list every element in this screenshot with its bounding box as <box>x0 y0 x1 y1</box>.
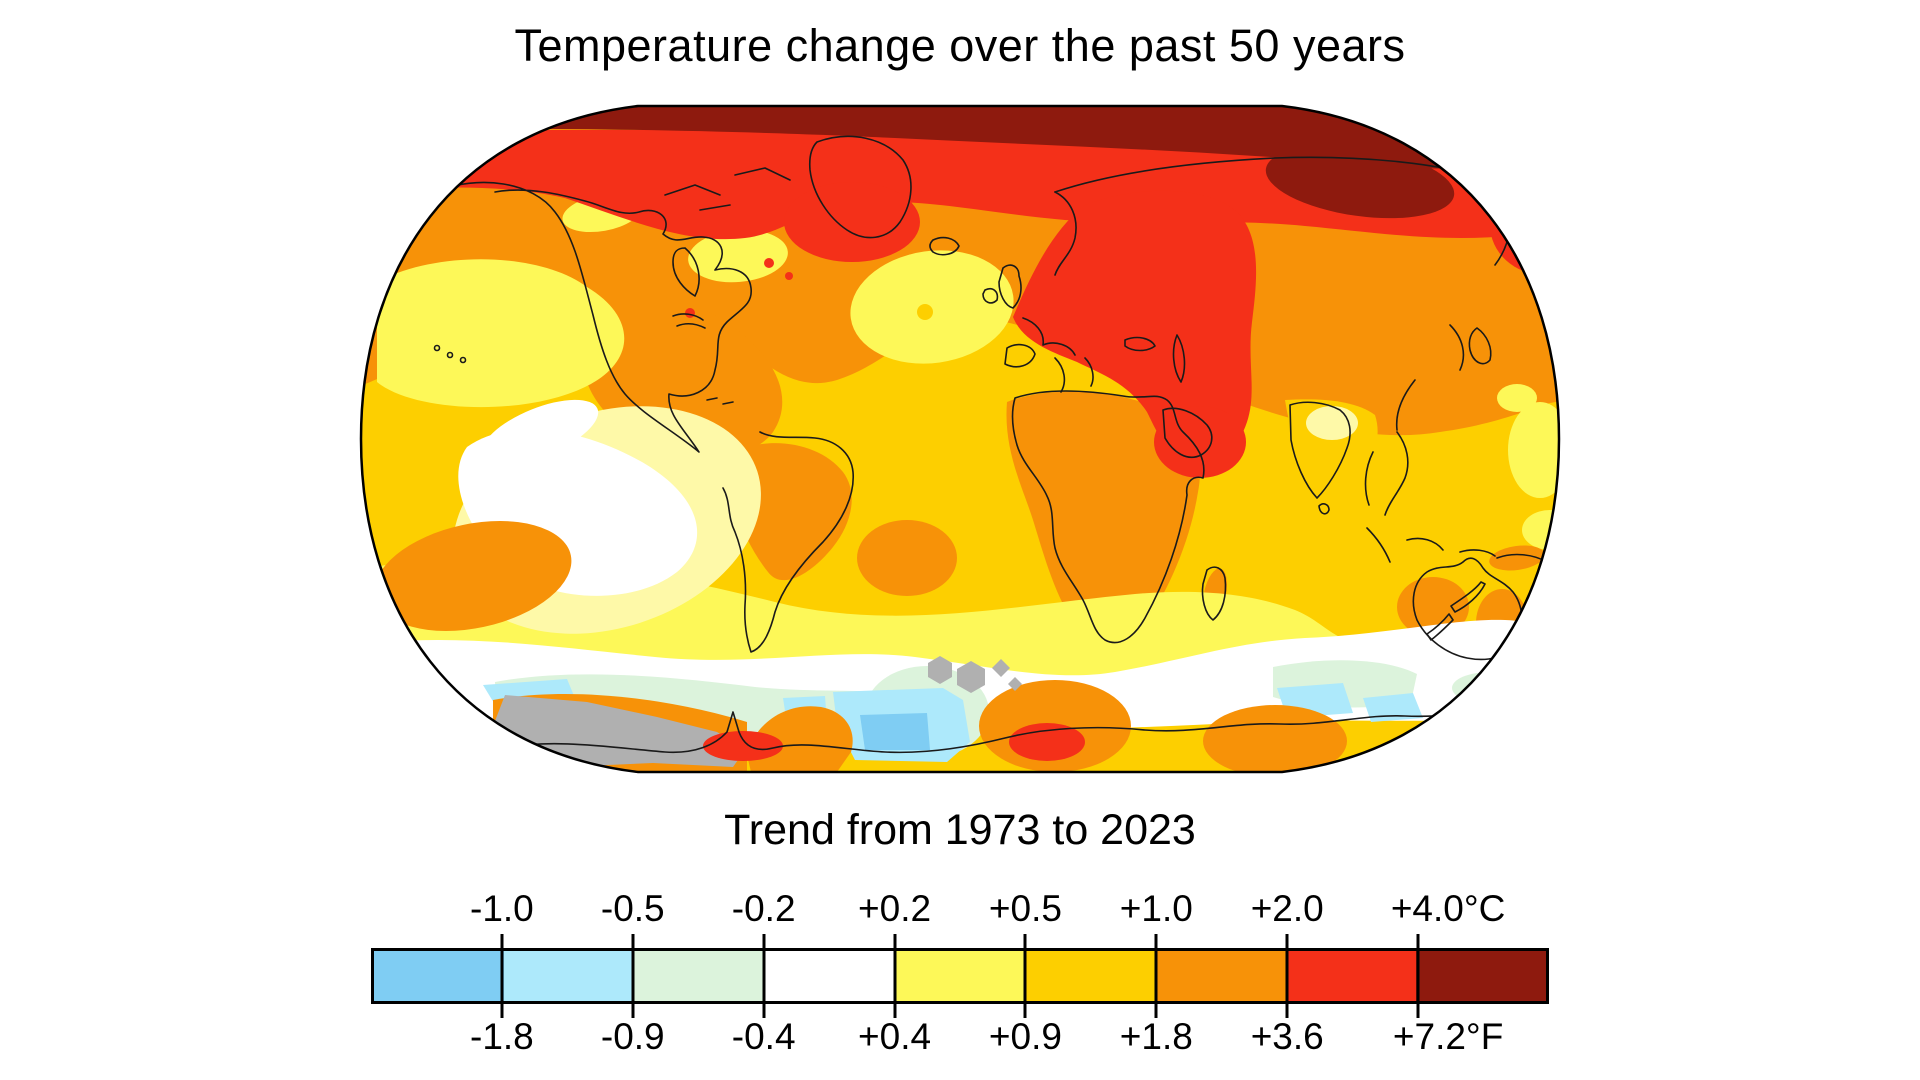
fahrenheit-label-5: +0.9 <box>988 1016 1062 1057</box>
celsius-label-4: +0.2 <box>858 888 932 929</box>
celsius-label-6: +1.0 <box>1119 888 1193 929</box>
fahrenheit-label-6: +1.8 <box>1119 1016 1193 1057</box>
fahrenheit-label-2: -0.9 <box>600 1016 665 1057</box>
extreme-warming-regions <box>361 106 1559 219</box>
celsius-labels: -1.0 -0.5 -0.2 +0.2 +0.5 +1.0 +2.0 +4.0°C <box>371 888 1549 934</box>
colorbar-segment-cooling-strong <box>374 951 505 1001</box>
figure-subtitle: Trend from 1973 to 2023 <box>724 806 1196 854</box>
world-map-svg <box>359 104 1561 774</box>
colorbar-tick <box>1154 934 1158 1018</box>
celsius-label-5: +0.5 <box>988 888 1062 929</box>
figure-title: Temperature change over the past 50 year… <box>514 20 1406 71</box>
colorbar-tick <box>631 934 635 1018</box>
fahrenheit-label-3: -0.4 <box>731 1016 796 1057</box>
colorbar-segment-warming-slight <box>894 951 1026 1001</box>
temperature-legend: -1.0 -0.5 -0.2 +0.2 +0.5 +1.0 +2.0 +4.0°C -1.8-… <box>371 888 1549 1068</box>
colorbar-segment-warming-mild <box>1025 951 1156 1001</box>
celsius-label-3: -0.2 <box>731 888 796 929</box>
celsius-label-7: +2.0 <box>1250 888 1324 929</box>
colorbar-segment-cooling-mild <box>504 951 635 1001</box>
colorbar <box>371 948 1549 1004</box>
colorbar-tick <box>1023 934 1027 1018</box>
fahrenheit-labels: -1.8 -0.9 -0.4 +0.4 +0.9 +1.8 +3.6 +7.2°F <box>371 1016 1549 1062</box>
colorbar-wrap <box>371 934 1549 1018</box>
colorbar-tick <box>1416 934 1420 1018</box>
celsius-label-8: +4.0°C <box>1390 888 1506 929</box>
colorbar-tick <box>893 934 897 1018</box>
colorbar-segment-cooling-slight <box>634 951 765 1001</box>
fahrenheit-label-1: -1.8 <box>469 1016 534 1057</box>
colorbar-tick <box>1285 934 1289 1018</box>
celsius-label-1: -1.0 <box>469 888 534 929</box>
colorbar-segment-warming <box>1155 951 1286 1001</box>
colorbar-tick <box>500 934 504 1018</box>
fahrenheit-label-7: +3.6 <box>1250 1016 1324 1057</box>
colorbar-segment-neutral <box>764 951 895 1001</box>
colorbar-segment-warming-extreme <box>1415 951 1546 1001</box>
fahrenheit-label-8: +7.2°F <box>1392 1016 1504 1057</box>
colorbar-segment-warming-strong <box>1285 951 1416 1001</box>
colorbar-tick <box>762 934 766 1018</box>
celsius-label-2: -0.5 <box>600 888 665 929</box>
map-outline <box>359 104 1561 774</box>
world-map <box>355 100 1565 778</box>
fahrenheit-label-4: +0.4 <box>858 1016 932 1057</box>
no-data-regions <box>495 656 1022 767</box>
